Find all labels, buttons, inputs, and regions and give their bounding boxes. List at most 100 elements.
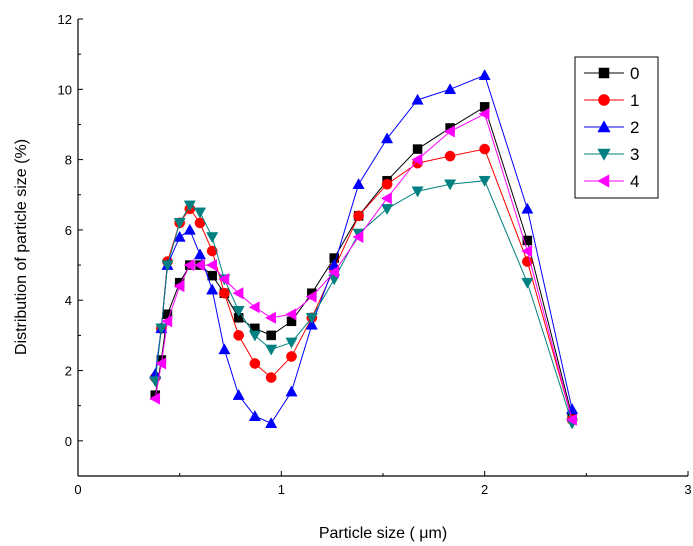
legend-marker <box>597 148 611 161</box>
data-point-1 <box>444 150 456 162</box>
data-point-3 <box>183 200 196 212</box>
data-point-3 <box>193 207 207 219</box>
data-point-4 <box>248 301 260 314</box>
data-point-3 <box>444 179 457 191</box>
series-4 <box>149 107 577 426</box>
data-point-2 <box>478 69 491 80</box>
data-point-4 <box>521 244 533 258</box>
data-point-4 <box>285 308 297 321</box>
y-tick-label: 8 <box>65 153 72 168</box>
data-point-4 <box>443 125 455 138</box>
data-point-2 <box>193 248 207 260</box>
legend-item-4: 4 <box>584 172 639 191</box>
data-point-3 <box>161 260 174 272</box>
legend-item-0: 0 <box>584 64 639 83</box>
data-point-4 <box>155 357 167 370</box>
data-point-2 <box>305 318 318 330</box>
series-line-4 <box>154 113 573 420</box>
legend-marker <box>598 94 610 106</box>
legend-item-3: 3 <box>584 145 639 164</box>
data-point-1 <box>233 330 244 341</box>
data-point-3 <box>381 204 394 215</box>
data-point-1 <box>206 245 218 257</box>
data-point-2 <box>411 93 424 105</box>
x-tick-label: 0 <box>74 482 81 497</box>
data-point-0 <box>522 235 533 246</box>
data-point-1 <box>219 287 230 299</box>
data-point-1 <box>479 143 491 155</box>
data-point-1 <box>249 358 261 369</box>
legend-marker <box>598 67 610 79</box>
data-point-4 <box>161 315 173 328</box>
legend-label: 1 <box>630 91 639 110</box>
data-point-2 <box>218 343 231 355</box>
data-point-2 <box>381 132 394 144</box>
data-point-3 <box>285 337 298 349</box>
data-point-0 <box>266 330 276 341</box>
y-tick-label: 12 <box>58 12 72 27</box>
data-point-4 <box>218 273 230 286</box>
data-point-0 <box>412 144 423 154</box>
data-point-2 <box>206 283 219 295</box>
legend-label: 0 <box>630 64 639 83</box>
data-point-1 <box>286 351 297 362</box>
data-point-3 <box>232 306 245 317</box>
data-point-2 <box>265 417 278 429</box>
y-tick-label: 4 <box>65 293 72 308</box>
data-point-2 <box>183 223 196 235</box>
series-1 <box>149 143 578 426</box>
data-point-2 <box>232 389 245 400</box>
data-point-2 <box>352 178 365 189</box>
legend-item-1: 1 <box>584 91 639 110</box>
x-tick-label: 2 <box>481 482 488 497</box>
data-point-3 <box>265 344 278 356</box>
data-point-4 <box>565 413 577 426</box>
y-tick-label: 10 <box>58 82 72 97</box>
data-point-2 <box>248 410 261 421</box>
data-point-3 <box>248 330 261 342</box>
data-point-4 <box>478 107 490 120</box>
series-line-2 <box>154 74 573 424</box>
data-point-4 <box>193 259 205 272</box>
series-2 <box>149 69 579 429</box>
legend-marker <box>597 174 610 188</box>
y-ticks: 0 2 4 6 8 10 12 <box>58 12 83 477</box>
data-point-3 <box>206 232 219 244</box>
data-point-4 <box>411 153 423 166</box>
y-tick-label: 0 <box>65 434 72 449</box>
data-point-3 <box>305 313 318 324</box>
legend-label: 2 <box>630 118 639 137</box>
y-tick-label: 6 <box>65 223 72 238</box>
legend-label: 3 <box>630 145 639 164</box>
legend-label: 4 <box>630 172 639 191</box>
data-point-1 <box>381 178 393 190</box>
x-ticks: 0 1 2 3 <box>74 471 692 497</box>
y-axis-title: Distribution of particle size (%) <box>13 139 30 355</box>
x-tick-label: 1 <box>278 482 285 497</box>
data-point-3 <box>478 175 491 187</box>
y-tick-label: 2 <box>65 364 72 379</box>
data-point-4 <box>149 392 161 405</box>
data-point-3 <box>411 186 424 198</box>
data-point-2 <box>521 202 534 214</box>
data-point-4 <box>305 290 317 303</box>
legend-marker <box>597 120 611 133</box>
series-layer <box>149 69 579 430</box>
data-point-4 <box>380 192 392 205</box>
data-point-3 <box>173 218 186 230</box>
data-point-1 <box>353 210 364 222</box>
data-point-4 <box>232 287 244 300</box>
data-point-3 <box>155 323 168 335</box>
x-tick-label: 3 <box>684 482 691 497</box>
legend: 0 1 2 3 4 <box>574 56 659 199</box>
data-point-4 <box>328 266 339 279</box>
series-3 <box>149 175 579 430</box>
data-point-3 <box>521 277 534 289</box>
data-point-1 <box>265 372 277 383</box>
data-point-0 <box>207 270 217 281</box>
data-point-4 <box>173 280 185 293</box>
data-point-2 <box>285 385 298 397</box>
data-point-4 <box>206 259 217 272</box>
legend-item-2: 2 <box>584 118 639 137</box>
